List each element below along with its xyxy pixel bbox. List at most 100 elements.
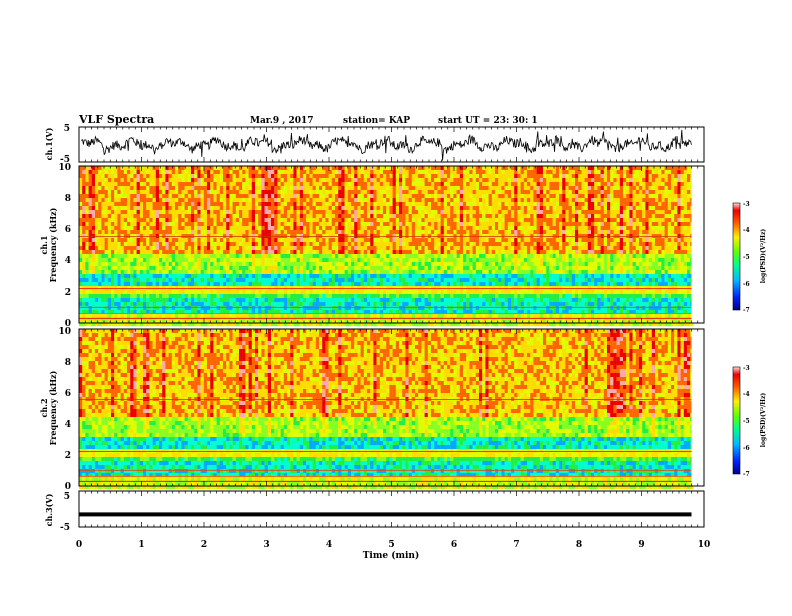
spectrogram-cell: [469, 190, 473, 195]
spectrogram-cell: [261, 214, 265, 219]
spectrogram-cell: [309, 282, 313, 287]
spectrogram-cell: [408, 270, 412, 275]
spectrogram-cell: [431, 186, 435, 191]
spectrogram-cell: [120, 210, 124, 215]
spectrogram-cell: [453, 318, 457, 323]
spectrogram-cell: [255, 218, 259, 223]
spectrogram-cell: [392, 230, 396, 235]
spectrogram-cell: [91, 230, 96, 235]
spectrogram-cell: [127, 278, 131, 283]
spectrogram-cell: [357, 294, 361, 299]
spectrogram-cell: [146, 298, 150, 303]
spectrogram-cell: [261, 262, 265, 267]
spectrogram-cell: [322, 318, 326, 323]
spectrogram-cell: [91, 210, 96, 215]
spectrogram-cell: [255, 250, 259, 255]
spectrogram-cell: [232, 178, 236, 183]
spectrogram-cell: [338, 214, 342, 219]
spectrogram-cell: [290, 310, 294, 315]
spectrogram-cell: [427, 318, 432, 323]
spectrogram-cell: [101, 254, 105, 259]
ch1-waveform-trace: [81, 129, 692, 161]
spectrogram-cell: [85, 230, 89, 235]
spectrogram-cell: [152, 206, 156, 211]
spectrogram-cell: [392, 218, 396, 223]
spectrogram-cell: [405, 258, 409, 263]
spectrogram-cell: [357, 210, 361, 215]
spectrogram-cell: [136, 194, 140, 199]
spectrogram-cell: [213, 214, 217, 219]
spectrogram-cell: [447, 322, 451, 327]
spectrogram-cell: [437, 262, 441, 267]
spectrogram-cell: [203, 226, 208, 231]
spectrogram-cell: [229, 266, 233, 271]
spectrogram-cell: [440, 194, 444, 199]
spectrogram-cell: [456, 314, 460, 319]
spectrogram-cell: [251, 202, 256, 207]
spectrogram-cell: [399, 274, 403, 279]
spectrogram-cell: [232, 234, 236, 239]
spectrogram-cell: [427, 198, 432, 203]
spectrogram-cell: [82, 182, 86, 187]
spectrogram-cell: [267, 186, 272, 191]
spectrogram-cell: [475, 174, 480, 179]
spectrogram-cell: [139, 274, 144, 279]
spectrogram-cell: [242, 198, 246, 203]
spectrogram-cell: [296, 214, 300, 219]
spectrogram-cell: [95, 190, 99, 195]
spectrogram-cell: [466, 170, 470, 175]
spectrogram-cell: [421, 294, 425, 299]
spectrogram-cell: [328, 234, 332, 239]
spectrogram-cell: [271, 270, 275, 275]
spectrogram-cell: [239, 274, 243, 279]
spectrogram-cell: [434, 174, 438, 179]
spectrogram-cell: [165, 250, 169, 255]
spectrogram-cell: [98, 258, 102, 263]
spectrogram-cell: [95, 170, 99, 175]
spectrogram-cell: [219, 246, 224, 251]
spectrogram-cell: [463, 210, 467, 215]
spectrogram-cell: [107, 258, 112, 263]
spectrogram-cell: [354, 274, 358, 279]
spectrogram-cell: [117, 250, 121, 255]
spectrogram-cell: [232, 258, 236, 263]
spectrogram-cell: [389, 186, 393, 191]
spectrogram-cell: [386, 222, 390, 227]
spectrogram-cell: [309, 306, 313, 311]
spectrogram-cell: [459, 214, 464, 219]
spectrogram-cell: [226, 210, 230, 215]
spectrogram-cell: [344, 274, 348, 279]
spectrogram-cell: [328, 310, 332, 315]
spectrogram-cell: [191, 274, 195, 279]
spectrogram-cell: [341, 270, 345, 275]
spectrogram-cell: [85, 246, 89, 251]
spectrogram-cell: [434, 214, 438, 219]
spectrogram-cell: [312, 278, 316, 283]
spectrogram-cell: [107, 202, 112, 207]
spectrogram-cell: [309, 318, 313, 323]
spectrogram-cell: [443, 250, 448, 255]
spectrogram-cell: [274, 182, 278, 187]
spectrogram-cell: [443, 186, 448, 191]
spectrogram-cell: [453, 198, 457, 203]
spectrogram-cell: [95, 278, 99, 283]
spectrogram-cell: [408, 322, 412, 327]
spectrogram-cell: [175, 194, 179, 199]
spectrogram-cell: [463, 170, 467, 175]
spectrogram-cell: [392, 278, 396, 283]
spectrogram-cell: [213, 294, 217, 299]
spectrogram-cell: [165, 206, 169, 211]
spectrogram-cell: [139, 174, 144, 179]
spectrogram-cell: [123, 250, 128, 255]
spectrogram-cell: [463, 202, 467, 207]
spectrogram-cell: [437, 222, 441, 227]
spectrogram-cell: [219, 270, 224, 275]
spectrogram-cell: [207, 234, 211, 239]
spectrogram-cell: [360, 210, 364, 215]
spectrogram-cell: [264, 186, 268, 191]
spectrogram-cell: [274, 322, 278, 327]
spectrogram-cell: [261, 218, 265, 223]
spectrogram-cell: [274, 218, 278, 223]
spectrogram-cell: [101, 306, 105, 311]
spectrogram-cell: [255, 182, 259, 187]
